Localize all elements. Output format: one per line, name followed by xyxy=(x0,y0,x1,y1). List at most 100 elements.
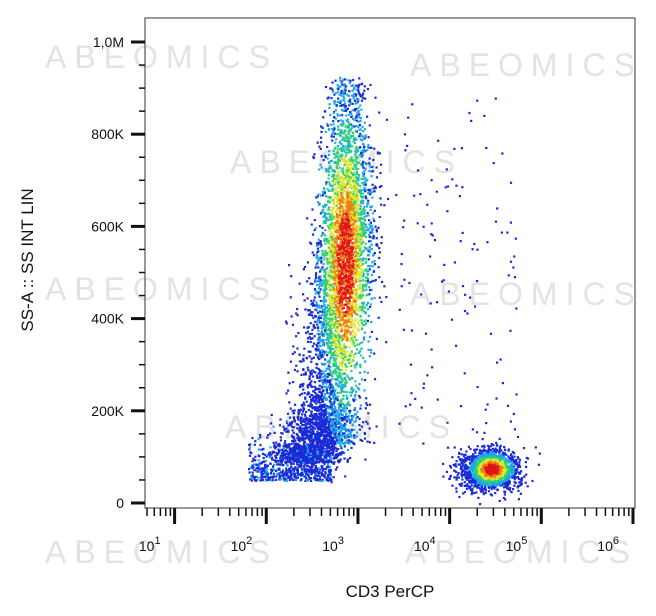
event-dot xyxy=(349,254,352,257)
event-dot xyxy=(318,439,321,442)
event-dot xyxy=(355,279,358,282)
event-dot xyxy=(352,388,355,391)
event-dot xyxy=(362,154,365,157)
event-dot xyxy=(336,113,339,116)
event-dot xyxy=(348,166,351,169)
event-dot xyxy=(363,180,366,183)
event-dot xyxy=(288,382,291,385)
event-dot xyxy=(321,190,325,193)
event-dot xyxy=(347,159,351,162)
event-dot xyxy=(347,246,350,249)
event-dot xyxy=(311,422,314,425)
event-dot xyxy=(291,436,294,439)
event-dot xyxy=(354,333,357,336)
event-dot xyxy=(348,284,351,287)
event-dot xyxy=(350,440,353,443)
event-dot xyxy=(327,280,330,284)
event-dot xyxy=(365,162,368,166)
event-dot xyxy=(351,94,354,97)
event-dot xyxy=(331,298,334,301)
event-dot xyxy=(369,205,372,208)
event-dot xyxy=(346,252,349,255)
event-dot xyxy=(367,254,370,257)
event-dot xyxy=(324,269,327,272)
event-dot xyxy=(378,215,381,219)
event-dot xyxy=(309,337,312,340)
event-dot xyxy=(325,167,328,170)
event-dot xyxy=(348,163,351,166)
event-dot xyxy=(315,416,318,419)
event-dot xyxy=(329,254,332,257)
event-dot xyxy=(344,184,347,187)
event-dot xyxy=(324,156,327,159)
event-dot xyxy=(378,251,381,254)
event-dot xyxy=(342,265,345,268)
event-dot xyxy=(338,325,341,328)
event-dot xyxy=(352,285,355,288)
event-dot xyxy=(341,428,344,431)
event-dot xyxy=(314,398,318,401)
event-dot xyxy=(337,426,340,429)
event-dot xyxy=(341,282,344,285)
event-dot xyxy=(328,414,331,417)
event-dot xyxy=(345,394,348,397)
event-dot xyxy=(331,254,334,257)
event-dot xyxy=(350,241,353,244)
event-dot xyxy=(369,225,372,228)
event-dot xyxy=(346,201,349,204)
event-dot xyxy=(335,255,338,259)
event-dot xyxy=(347,137,350,140)
event-dot xyxy=(379,197,382,200)
event-dot xyxy=(350,123,353,126)
event-dot xyxy=(342,410,345,413)
event-dot xyxy=(298,430,301,433)
event-dot xyxy=(328,103,331,106)
event-dot xyxy=(350,223,353,227)
event-dot xyxy=(327,161,330,165)
event-dot xyxy=(322,299,325,302)
event-dot xyxy=(306,366,309,369)
event-dot xyxy=(324,85,328,89)
event-dot xyxy=(334,468,337,471)
event-dot xyxy=(304,308,307,311)
event-dot xyxy=(323,403,326,406)
event-dot xyxy=(339,280,342,283)
event-dot xyxy=(368,293,371,296)
event-dot xyxy=(328,167,331,170)
event-dot xyxy=(360,319,363,322)
event-dot xyxy=(339,405,343,408)
event-dot xyxy=(314,434,317,437)
event-dot xyxy=(337,323,340,326)
event-dot xyxy=(315,253,318,256)
event-dot xyxy=(327,259,330,262)
event-dot xyxy=(360,252,363,255)
plot-frame xyxy=(144,17,636,509)
event-dot xyxy=(325,341,328,344)
event-dot xyxy=(327,351,330,354)
event-dot xyxy=(317,341,320,345)
event-dot xyxy=(334,443,337,446)
event-dot xyxy=(372,217,375,220)
event-dot xyxy=(336,265,339,268)
event-dot xyxy=(341,213,344,216)
event-dot xyxy=(355,363,358,366)
event-dot xyxy=(319,374,322,378)
event-dot xyxy=(346,135,349,138)
event-dot xyxy=(365,322,368,325)
event-dot xyxy=(360,236,363,239)
event-dot xyxy=(356,309,359,312)
event-dot xyxy=(357,239,360,242)
event-dot xyxy=(337,281,340,284)
event-dot xyxy=(332,247,335,250)
event-dot xyxy=(336,395,339,398)
event-dot xyxy=(330,247,333,250)
event-dot xyxy=(353,443,356,446)
event-dot xyxy=(337,338,340,341)
event-dot xyxy=(368,157,371,160)
event-dot xyxy=(359,294,362,297)
event-dot xyxy=(331,427,334,430)
event-dot xyxy=(344,89,347,92)
event-dot xyxy=(287,476,290,479)
event-dot xyxy=(362,166,365,169)
event-dot xyxy=(329,392,332,396)
